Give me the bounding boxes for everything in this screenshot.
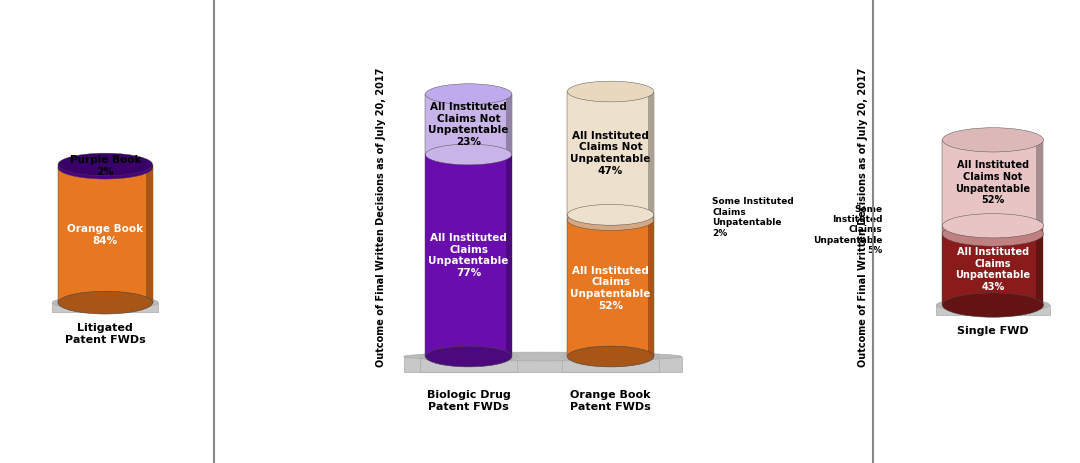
Text: All Instituted
Claims
Unpatentable
52%: All Instituted Claims Unpatentable 52% [570,266,651,311]
Bar [648,215,653,220]
Bar [420,357,517,372]
Text: Orange Book
Patent FWDs: Orange Book Patent FWDs [570,390,651,412]
Bar [1037,234,1043,305]
Ellipse shape [426,84,512,105]
Bar [58,164,152,168]
Text: Some Instituted
Claims
Unpatentable
2%: Some Instituted Claims Unpatentable 2% [713,197,794,238]
Ellipse shape [943,222,1043,246]
Text: Litigated
Patent FWDs: Litigated Patent FWDs [65,324,146,345]
Bar [505,155,512,357]
Bar [936,305,1050,315]
Text: All Instituted
Claims Not
Unpatentable
52%: All Instituted Claims Not Unpatentable 5… [956,160,1030,205]
Text: Biologic Drug
Patent FWDs: Biologic Drug Patent FWDs [427,390,511,412]
Bar [567,220,653,357]
Bar [426,94,512,155]
Bar [563,357,659,372]
Text: All Instituted
Claims Not
Unpatentable
23%: All Instituted Claims Not Unpatentable 2… [429,102,509,147]
Text: Purple Book
2%: Purple Book 2% [69,155,141,177]
Ellipse shape [52,296,158,309]
Ellipse shape [404,352,681,361]
Bar [943,226,1043,234]
Bar [426,155,512,357]
Ellipse shape [420,350,517,363]
Ellipse shape [58,291,152,314]
Ellipse shape [936,298,1050,313]
Bar [648,220,653,357]
Ellipse shape [567,346,653,367]
Bar [404,357,681,372]
Bar [146,164,152,168]
Bar [1037,140,1043,226]
Ellipse shape [943,293,1043,317]
Bar [567,215,653,220]
Bar [52,303,158,313]
Bar [146,168,152,303]
Bar [58,168,152,303]
Ellipse shape [58,156,152,179]
Bar [1037,226,1043,234]
Ellipse shape [567,205,653,225]
Text: All Instituted
Claims Not
Unpatentable
47%: All Instituted Claims Not Unpatentable 4… [570,131,651,175]
Bar [648,92,653,215]
Text: Outcome of Final Written Decisions as of July 20, 2017: Outcome of Final Written Decisions as of… [376,68,386,367]
Text: All Instituted
Claims
Unpatentable
43%: All Instituted Claims Unpatentable 43% [956,247,1030,292]
Ellipse shape [426,346,512,367]
Bar [943,140,1043,226]
Text: All Instituted
Claims
Unpatentable
77%: All Instituted Claims Unpatentable 77% [429,233,509,278]
Text: Single FWD: Single FWD [957,326,1029,337]
Text: Orange Book
84%: Orange Book 84% [67,225,144,246]
Text: Outcome of Final Written Decisions as of July 20, 2017: Outcome of Final Written Decisions as of… [858,68,867,367]
Bar [505,94,512,155]
Ellipse shape [943,213,1043,238]
Bar [943,234,1043,305]
Ellipse shape [567,210,653,231]
Ellipse shape [426,144,512,165]
Ellipse shape [563,350,659,363]
Text: Some
Instituted
Claims
Unpatentable
5%: Some Instituted Claims Unpatentable 5% [812,205,882,255]
Bar [567,92,653,215]
Ellipse shape [943,128,1043,152]
Ellipse shape [567,81,653,102]
Ellipse shape [58,153,152,176]
